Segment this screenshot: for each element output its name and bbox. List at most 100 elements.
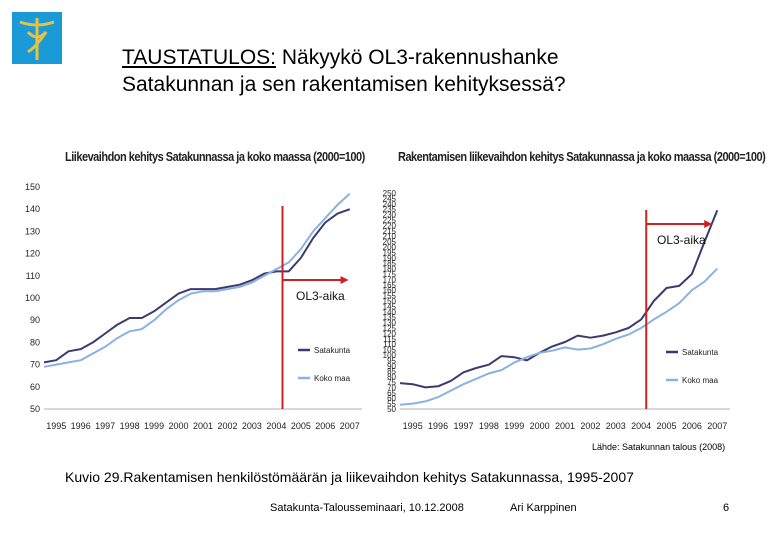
y-tick-label: 175 [383,270,397,279]
x-tick-label: 1995 [403,421,423,431]
ol3-label: OL3-aika [657,233,706,247]
y-tick-label: 60 [30,382,40,392]
y-tick-label: 155 [383,292,397,301]
x-tick-label: 2001 [193,421,213,431]
logo [12,12,62,64]
footer-event: Satakunta-Talousseminaari, 10.12.2008 [270,502,464,514]
series-line-koko-maa [43,192,351,368]
x-tick-label: 1996 [428,421,448,431]
source-note: Lähde: Satakunnan talous (2008) [592,442,726,452]
x-tick-label: 1996 [71,421,91,431]
x-tick-label: 1999 [144,421,164,431]
x-tick-label: 2004 [266,421,286,431]
y-tick-label: 110 [26,271,40,281]
legend-label: Satakunta [314,346,351,355]
series-line-satakunta [43,208,351,364]
x-tick-label: 2004 [631,421,651,431]
y-tick-label: 200 [383,243,397,252]
x-tick-label: 1999 [504,421,524,431]
x-tick-label: 2007 [707,421,727,431]
caduceus-icon [19,18,55,60]
y-tick-label: 150 [383,297,397,306]
y-tick-label: 70 [30,360,40,370]
x-tick-label: 2003 [606,421,626,431]
x-tick-label: 2006 [682,421,702,431]
y-tick-label: 150 [25,182,40,192]
y-tick-label: 100 [383,351,397,360]
ol3-label: OL3-aika [296,289,345,303]
y-tick-label: 50 [387,405,396,414]
y-tick-label: 75 [387,378,396,387]
x-tick-label: 2005 [657,421,677,431]
y-tick-label: 120 [25,249,40,259]
y-tick-label: 50 [30,404,40,414]
y-tick-label: 130 [383,319,397,328]
ol3-arrow-head [704,220,713,228]
y-tick-label: 245 [383,194,397,203]
y-tick-label: 95 [387,356,396,365]
y-tick-label: 235 [383,205,397,214]
y-tick-label: 80 [387,373,396,382]
y-tick-label: 190 [383,254,397,263]
legend-label: Koko maa [314,374,351,383]
y-tick-label: 60 [387,394,396,403]
y-tick-label: 110 [383,340,396,349]
legend-label: Koko maa [682,376,719,385]
x-tick-label: 2002 [217,421,237,431]
y-tick-label: 165 [383,281,397,290]
y-tick-label: 220 [383,221,397,230]
x-tick-label: 2001 [555,421,575,431]
y-tick-label: 90 [387,362,396,371]
y-tick-label: 100 [25,293,40,303]
y-tick-label: 240 [383,200,397,209]
y-tick-label: 85 [387,367,396,376]
y-tick-label: 125 [383,324,397,333]
y-tick-label: 115 [383,335,396,344]
y-tick-label: 65 [387,389,396,398]
figure-caption: Kuvio 29.Rakentamisen henkilöstömäärän j… [65,469,634,485]
title-question: Näkyykö OL3-rakennushanke [276,46,559,69]
title-label: TAUSTATULOS: [122,46,277,69]
y-tick-label: 140 [383,308,397,317]
x-tick-label: 1998 [120,421,140,431]
x-tick-label: 2005 [291,421,311,431]
y-tick-label: 120 [383,329,397,338]
y-tick-label: 70 [387,383,396,392]
x-tick-label: 2000 [169,421,189,431]
y-tick-label: 230 [383,211,397,220]
y-tick-label: 90 [30,315,40,325]
y-tick-label: 215 [383,227,397,236]
x-tick-label: 2000 [530,421,550,431]
y-tick-label: 145 [383,302,397,311]
x-tick-label: 1997 [453,421,473,431]
chart-left-title: Liikevaihdon kehitys Satakunnassa ja kok… [65,150,365,165]
y-tick-label: 140 [25,204,40,214]
series-line-koko-maa [399,267,719,406]
y-tick-label: 210 [383,232,397,241]
y-tick-label: 195 [383,248,397,257]
footer-author: Ari Karppinen [510,502,577,514]
y-tick-label: 250 [383,189,397,198]
x-tick-label: 2006 [315,421,335,431]
y-tick-label: 105 [383,346,397,355]
y-tick-label: 225 [383,216,397,225]
chart-right-title: Rakentamisen liikevaihdon kehitys Sataku… [398,150,766,165]
page-title: TAUSTATULOS: Näkyykö OL3-rakennushanke S… [122,44,566,98]
title-line2: Satakunnan ja sen rakentamisen kehitykse… [122,73,566,96]
ol3-arrow-head [340,276,349,284]
x-tick-label: 1995 [46,421,66,431]
x-tick-label: 2003 [242,421,262,431]
legend-label: Satakunta [682,348,719,357]
page-number: 6 [723,502,730,514]
x-tick-label: 1997 [95,421,115,431]
y-tick-label: 180 [383,265,397,274]
y-tick-label: 80 [30,337,40,347]
y-tick-label: 160 [383,286,397,295]
y-tick-label: 185 [383,259,397,268]
y-tick-label: 205 [383,238,397,247]
y-tick-label: 170 [383,275,397,284]
x-tick-label: 2007 [340,421,360,431]
series-line-satakunta [399,209,719,389]
